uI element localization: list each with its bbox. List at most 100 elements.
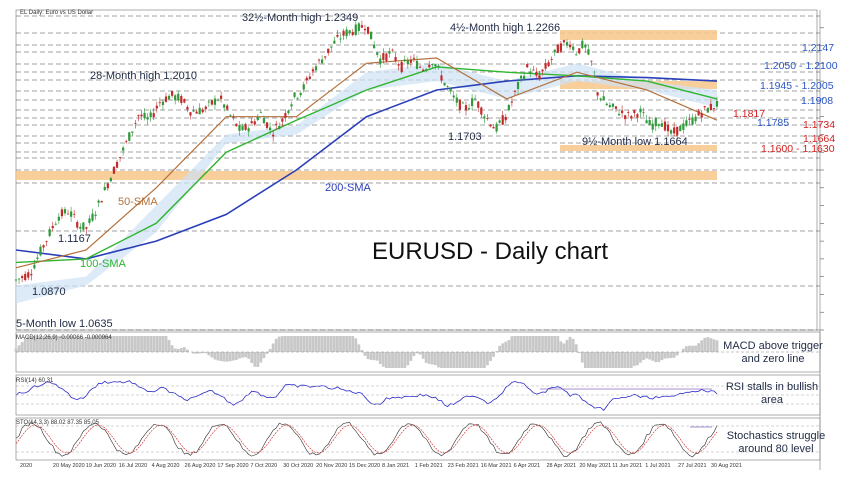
x-tick-label: 1 Jul 2021 bbox=[645, 463, 670, 469]
candle-body bbox=[443, 82, 446, 86]
macd-bar bbox=[455, 352, 459, 368]
level-4: 1.1908 bbox=[801, 95, 834, 107]
macd-bar bbox=[100, 336, 104, 352]
candle-body bbox=[385, 53, 388, 61]
candle-body bbox=[317, 59, 321, 61]
candle-body bbox=[440, 75, 443, 81]
candle-body bbox=[216, 99, 220, 101]
macd-bar bbox=[268, 348, 272, 352]
macd-bar bbox=[97, 336, 101, 352]
candle-body bbox=[125, 141, 128, 142]
macd-bar bbox=[391, 352, 394, 368]
candle-body bbox=[167, 95, 171, 100]
macd-bar bbox=[51, 336, 55, 352]
macd-bar bbox=[320, 336, 324, 352]
macd-bar bbox=[534, 336, 538, 352]
macd-bar bbox=[167, 339, 171, 352]
candle-body bbox=[91, 213, 94, 221]
candle-body bbox=[308, 76, 311, 79]
macd-bar bbox=[290, 336, 293, 352]
macd-bar bbox=[375, 352, 379, 361]
macd-bar bbox=[72, 336, 76, 352]
macd-bar bbox=[672, 352, 676, 358]
macd-bar bbox=[164, 336, 168, 352]
x-tick-label: 8 Jan 2021 bbox=[382, 463, 409, 469]
macd-bar bbox=[381, 352, 385, 367]
macd-bar bbox=[501, 343, 505, 352]
stoch-note: Stochastics struggle around 80 level bbox=[726, 430, 826, 455]
rsi-note: RSI stalls in bullish area bbox=[725, 381, 819, 406]
label-low-1087: 1.0870 bbox=[32, 286, 66, 298]
candle-body bbox=[204, 106, 207, 110]
candle-body bbox=[513, 90, 517, 92]
x-tick-label: 23 Feb 2021 bbox=[448, 463, 479, 469]
candle-body bbox=[391, 49, 394, 51]
macd-bar bbox=[317, 336, 321, 352]
macd-bar bbox=[473, 352, 477, 368]
macd-bar bbox=[85, 337, 88, 352]
macd-bar bbox=[66, 336, 70, 352]
macd-bar bbox=[565, 339, 569, 352]
candle-body bbox=[685, 120, 688, 126]
candle-body bbox=[553, 49, 556, 52]
candle-body bbox=[587, 49, 590, 55]
label-high-4m: 4½-Month high 1.2266 bbox=[450, 22, 561, 34]
candle-body bbox=[578, 48, 581, 54]
candle-body bbox=[455, 97, 458, 103]
candle-body bbox=[66, 213, 70, 215]
candle-body bbox=[103, 186, 106, 191]
macd-bar bbox=[244, 352, 247, 358]
macd-bar bbox=[688, 345, 691, 352]
candle-body bbox=[345, 29, 348, 37]
candle-body bbox=[342, 30, 345, 36]
macd-bar bbox=[415, 352, 419, 354]
candle-body bbox=[281, 118, 284, 122]
candle-body bbox=[428, 64, 431, 68]
candle-body bbox=[287, 110, 290, 114]
x-tick-label: 6 Apr 2021 bbox=[514, 463, 541, 469]
candle-body bbox=[42, 245, 45, 248]
candle-body bbox=[238, 125, 241, 131]
chart-header: EL Daily: Euro vs US Dollar bbox=[20, 10, 94, 16]
candle-body bbox=[321, 59, 324, 64]
macd-bar bbox=[605, 352, 609, 368]
macd-bar bbox=[424, 352, 428, 363]
macd-bar bbox=[571, 338, 575, 352]
candle-body bbox=[296, 97, 299, 99]
macd-bar bbox=[228, 352, 232, 362]
candle-body bbox=[201, 109, 204, 113]
macd-bar bbox=[195, 352, 199, 354]
candle-body bbox=[510, 101, 514, 103]
candle-body bbox=[504, 116, 507, 121]
candle-body bbox=[621, 110, 624, 114]
macd-bar bbox=[706, 337, 710, 352]
candle-body bbox=[366, 26, 370, 34]
macd-bar bbox=[179, 347, 183, 352]
macd-bar bbox=[140, 336, 143, 352]
macd-bar bbox=[522, 336, 526, 352]
x-tick-label: 17 Sep 2020 bbox=[217, 463, 248, 469]
x-tick-label: 2020 bbox=[20, 463, 32, 469]
candle-body bbox=[128, 132, 131, 141]
macd-bar bbox=[623, 352, 627, 368]
candle-body bbox=[382, 53, 385, 60]
macd-bar bbox=[617, 352, 621, 368]
macd-bar bbox=[703, 337, 707, 352]
macd-bar bbox=[430, 352, 434, 365]
candle-body bbox=[648, 119, 651, 125]
candle-body bbox=[60, 209, 64, 217]
macd-bar bbox=[271, 343, 275, 352]
candle-body bbox=[538, 75, 541, 80]
candle-body bbox=[324, 56, 327, 58]
candle-body bbox=[284, 113, 287, 118]
macd-bar bbox=[235, 352, 238, 360]
level-3: 1.1945 - 1.2005 bbox=[760, 80, 834, 92]
candle-body bbox=[572, 46, 575, 50]
candle-body bbox=[544, 63, 547, 69]
candle-body bbox=[268, 127, 272, 131]
macd-bar bbox=[470, 352, 474, 368]
candle-body bbox=[605, 103, 608, 106]
candle-body bbox=[501, 115, 504, 125]
macd-bar bbox=[574, 344, 578, 352]
